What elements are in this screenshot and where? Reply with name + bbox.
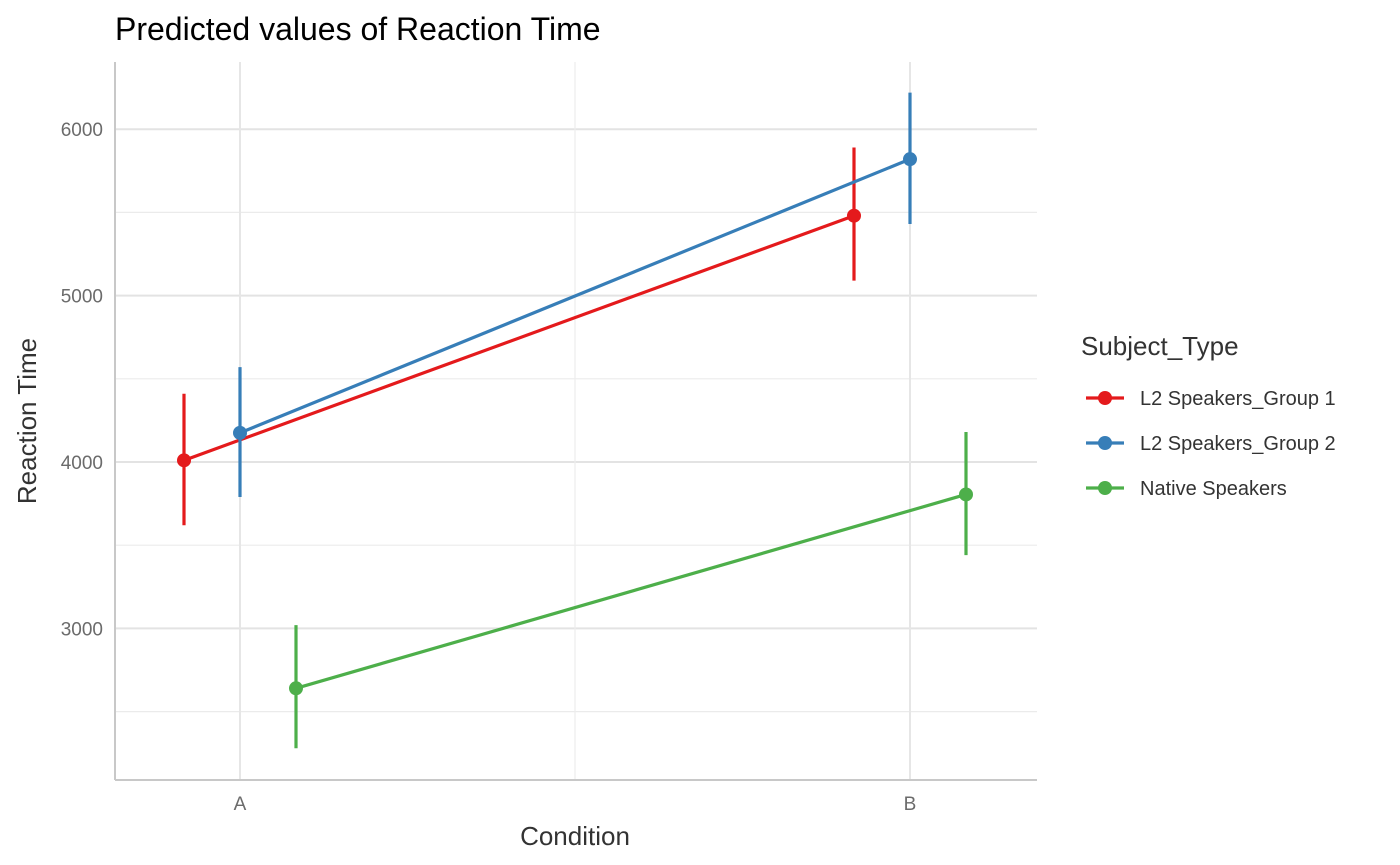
legend-item: Native Speakers [1086, 478, 1287, 500]
data-point [903, 152, 917, 167]
data-point [959, 487, 973, 502]
series-1 [233, 92, 917, 497]
y-tick-label: 5000 [61, 287, 103, 308]
data-point [177, 453, 191, 468]
series-line [183, 214, 855, 462]
x-tick-label: A [234, 794, 247, 815]
y-axis-title: Reaction Time [12, 338, 42, 504]
chart-title: Predicted values of Reaction Time [115, 11, 601, 47]
series-line [295, 492, 967, 690]
legend-label: L2 Speakers_Group 2 [1140, 433, 1336, 455]
legend-item: L2 Speakers_Group 2 [1086, 433, 1336, 455]
grid-layer [115, 62, 1037, 780]
series-0 [177, 147, 861, 526]
legend-item: L2 Speakers_Group 1 [1086, 388, 1336, 410]
legend-items: L2 Speakers_Group 1 L2 Speakers_Group 2 Na… [1086, 388, 1336, 500]
series-layer [177, 92, 973, 749]
legend-label: L2 Speakers_Group 1 [1140, 388, 1336, 410]
legend-key-point [1098, 391, 1112, 405]
legend: Subject_Type L2 Speakers_Group 1L2 Speak… [1081, 331, 1336, 500]
y-tick-label: 4000 [61, 453, 103, 474]
y-tick-label: 3000 [61, 619, 103, 640]
legend-key-point [1098, 436, 1112, 450]
data-point [233, 425, 247, 440]
x-tick-label: B [904, 794, 917, 815]
data-point [847, 208, 861, 223]
legend-key-point [1098, 481, 1112, 495]
x-axis-title: Condition [520, 821, 630, 851]
data-point [289, 681, 303, 696]
series-2 [289, 432, 973, 749]
tick-layer: 3000 4000 5000 6000 A B [61, 120, 917, 815]
series-line [239, 157, 911, 435]
y-tick-label: 6000 [61, 120, 103, 141]
legend-label: Native Speakers [1140, 478, 1287, 500]
legend-title: Subject_Type [1081, 331, 1239, 361]
